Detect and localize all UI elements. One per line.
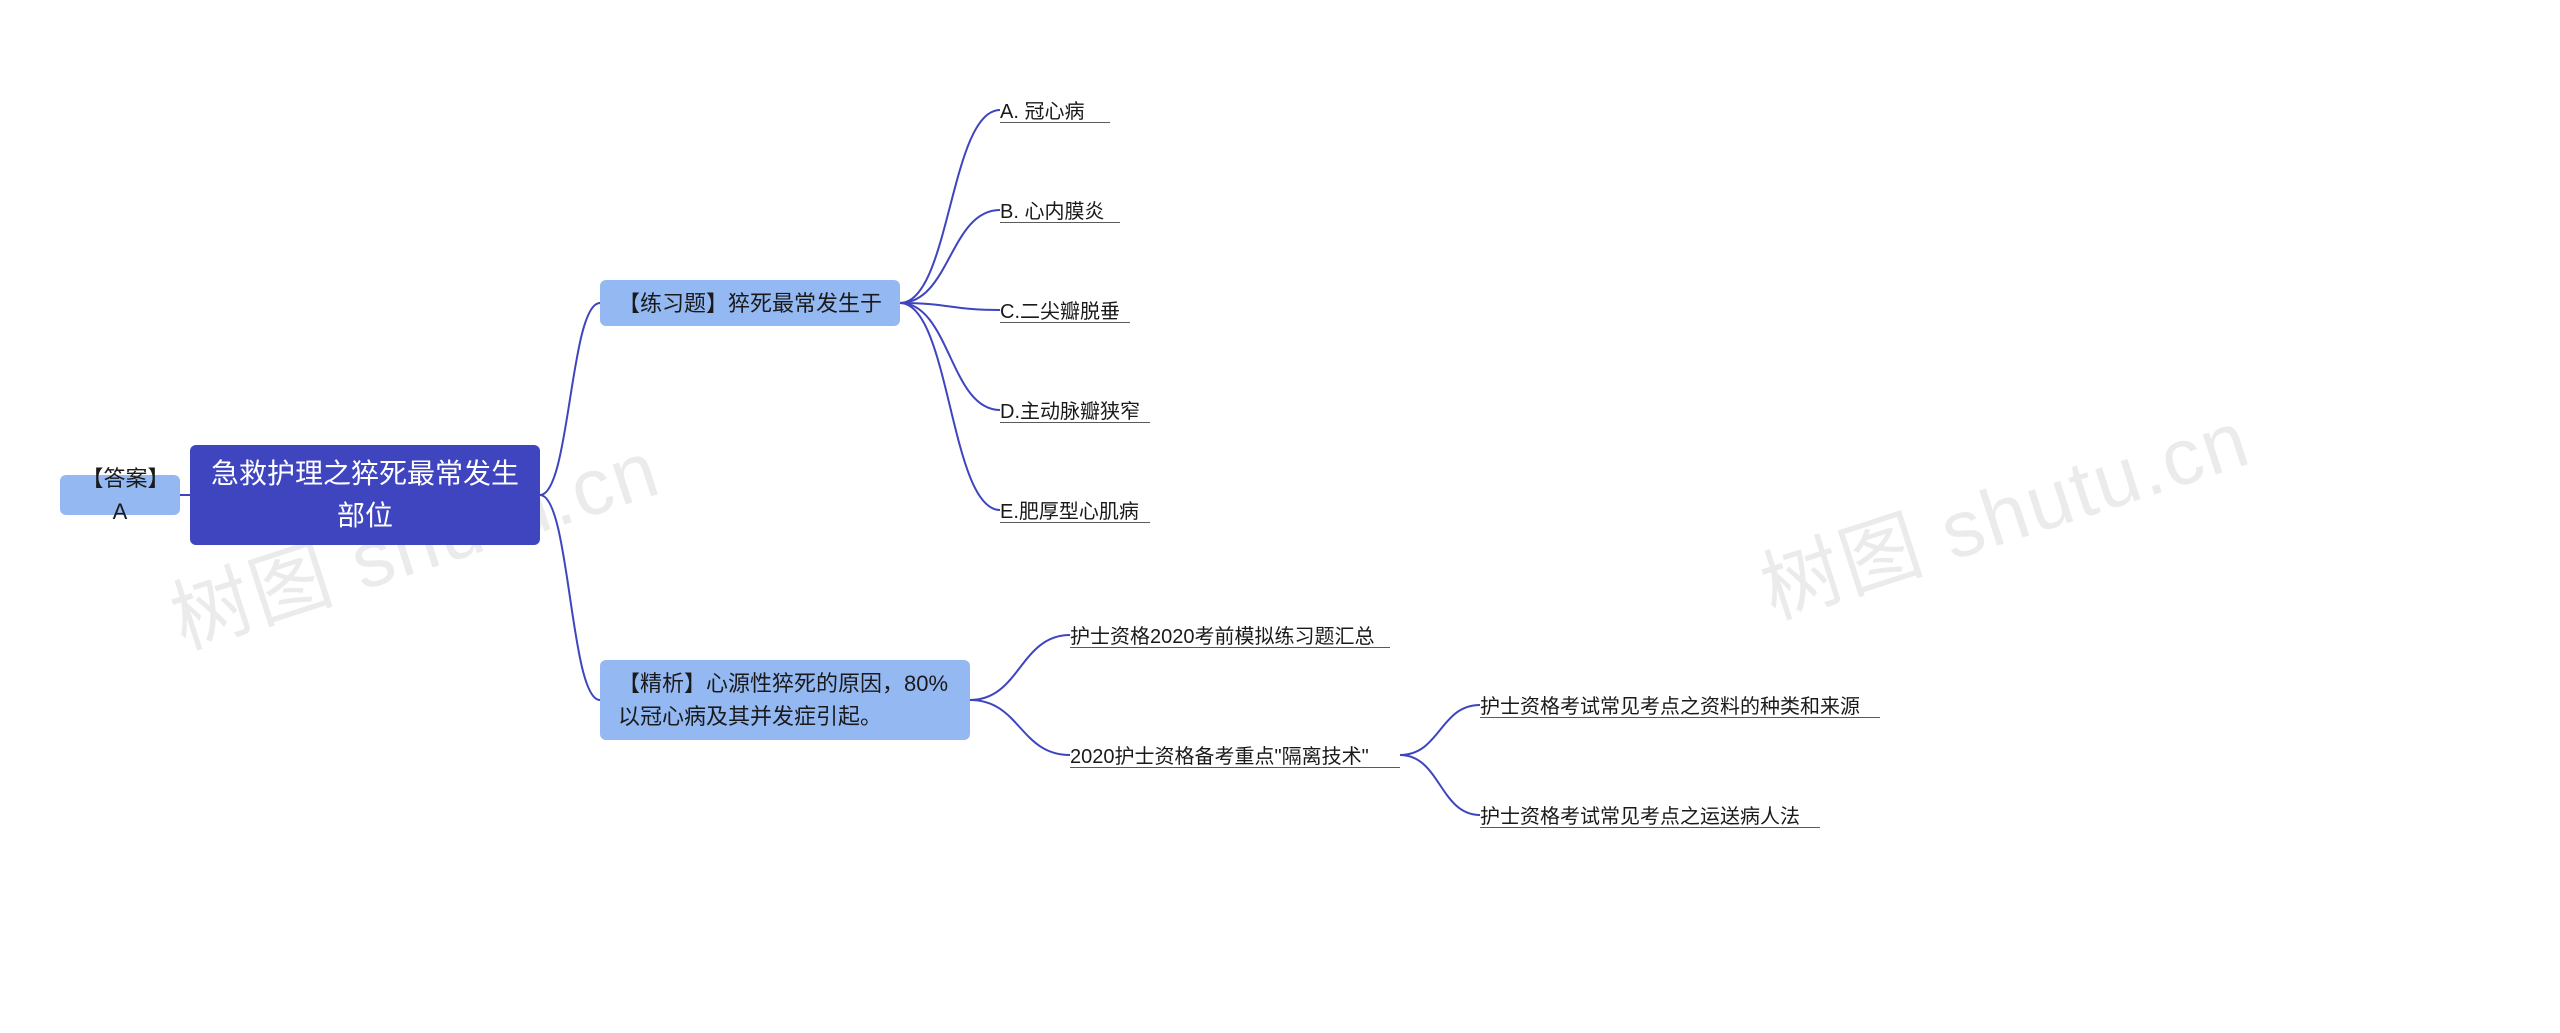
analysis-node: 【精析】心源性猝死的原因，80%以冠心病及其并发症引起。 (600, 660, 970, 740)
leaf-underline (1480, 827, 1820, 828)
option-c: C.二尖瓣脱垂 (1000, 295, 1120, 324)
leaf-underline (1000, 122, 1110, 123)
analysis-text: 【精析】心源性猝死的原因，80%以冠心病及其并发症引起。 (618, 667, 952, 733)
grandchild-1: 护士资格考试常见考点之资料的种类和来源 (1480, 690, 1860, 719)
leaf-underline (1000, 422, 1150, 423)
analysis-child-2: 2020护士资格备考重点"隔离技术" (1070, 740, 1369, 769)
leaf-underline (1000, 322, 1130, 323)
root-node: 急救护理之猝死最常发生部位 (190, 445, 540, 545)
leaf-underline (1000, 522, 1150, 523)
root-text: 急救护理之猝死最常发生部位 (208, 453, 522, 537)
question-text: 【练习题】猝死最常发生于 (618, 287, 882, 320)
option-a: A. 冠心病 (1000, 95, 1084, 124)
leaf-underline (1070, 767, 1400, 768)
question-node: 【练习题】猝死最常发生于 (600, 280, 900, 326)
leaf-underline (1000, 222, 1120, 223)
leaf-underline (1070, 647, 1390, 648)
leaf-underline (1480, 717, 1880, 718)
analysis-child-1: 护士资格2020考前模拟练习题汇总 (1070, 620, 1375, 649)
option-d: D.主动脉瓣狭窄 (1000, 395, 1140, 424)
option-e: E.肥厚型心肌病 (1000, 495, 1139, 524)
answer-text: 【答案】A (78, 462, 162, 528)
option-b: B. 心内膜炎 (1000, 195, 1104, 224)
watermark: 树图 shutu.cn (1744, 375, 2262, 642)
answer-node: 【答案】A (60, 475, 180, 515)
grandchild-2: 护士资格考试常见考点之运送病人法 (1480, 800, 1800, 829)
